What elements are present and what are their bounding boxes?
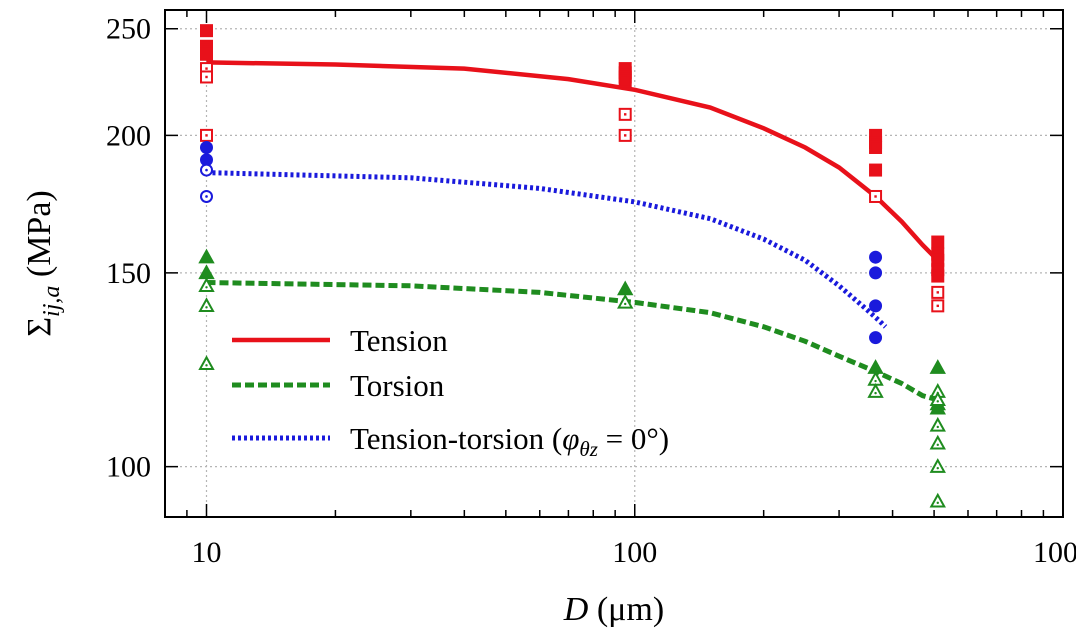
y-axis-title: Σij,a (MPa) <box>21 190 65 337</box>
data-point-triangle-open <box>198 297 215 313</box>
data-point-square-filled <box>869 163 883 177</box>
data-point-square-open-dot <box>624 134 627 137</box>
data-point-triangle-open <box>929 458 946 473</box>
data-point-circle-filled <box>200 140 214 154</box>
x-tick-label: 1000 <box>1033 536 1076 569</box>
y-tick-label: 200 <box>106 119 151 152</box>
axis-tick-labels: 10 100 1000 100 150 200 250 <box>106 13 1076 569</box>
data-point-triangle-open-dot <box>936 425 939 429</box>
data-point-triangle-open <box>929 391 946 407</box>
data-point-triangle-open <box>867 383 884 398</box>
data-point-square-filled <box>618 74 632 88</box>
data-point-square-filled <box>931 235 945 249</box>
data-point-square-open-dot <box>936 291 939 294</box>
legend-label: Tension-torsion (φθz = 0°) <box>350 421 669 461</box>
y-tick-label: 100 <box>106 451 151 484</box>
data-point-square-filled <box>200 47 214 61</box>
data-point-circle-open-dot <box>205 195 208 198</box>
data-point-circle-filled <box>869 250 883 264</box>
x-axis-title: D (μm) <box>563 591 664 628</box>
data-point-triangle-filled <box>929 359 946 374</box>
data-point-triangle-open-dot <box>205 364 208 367</box>
x-tick-label: 10 <box>192 536 222 569</box>
legend: Tension Torsion Tension-torsion (φθz = 0°) <box>232 323 669 461</box>
legend-label: Torsion <box>350 368 445 403</box>
data-point-triangle-open-dot <box>936 501 939 505</box>
series-lines <box>206 60 940 403</box>
data-point-triangle-open-dot <box>936 466 939 470</box>
data-point-triangle-open <box>929 416 946 432</box>
data-point-square-open-dot <box>936 304 939 308</box>
y-tick-label: 150 <box>106 257 151 290</box>
data-point-square-open-dot <box>205 67 208 70</box>
legend-label: Tension <box>350 323 448 358</box>
data-point-triangle-filled <box>198 248 215 264</box>
series-line-square <box>206 60 940 262</box>
data-point-circle-filled <box>869 266 883 280</box>
data-point-square-filled <box>869 140 883 154</box>
data-point-square-open-dot <box>205 134 208 137</box>
plot-frame <box>164 9 1064 518</box>
data-point-triangle-open <box>929 434 946 450</box>
data-point-triangle-filled <box>929 399 946 415</box>
data-point-circle-filled <box>869 299 883 313</box>
data-point-triangle-open-dot <box>205 286 208 289</box>
data-point-triangle-open-dot <box>624 302 627 306</box>
y-tick-label: 250 <box>106 13 151 46</box>
data-point-triangle-open-dot <box>205 306 208 309</box>
data-point-triangle-open <box>198 277 215 292</box>
data-point-circle-filled <box>869 331 883 345</box>
data-point-square-open-dot <box>205 75 208 79</box>
x-tick-label: 100 <box>612 536 657 569</box>
data-point-triangle-open <box>617 293 634 309</box>
data-point-square-open-dot <box>624 113 627 116</box>
series-points <box>198 24 946 508</box>
series-line-circle <box>206 170 888 329</box>
data-point-triangle-open-dot <box>874 391 877 395</box>
data-point-triangle-open-dot <box>874 379 877 383</box>
data-point-triangle-open-dot <box>936 400 939 403</box>
data-point-triangle-open-dot <box>936 443 939 447</box>
data-point-triangle-open <box>198 355 215 371</box>
axis-ticks <box>164 10 1063 517</box>
data-point-triangle-open <box>929 492 946 508</box>
data-point-square-open-dot <box>874 195 877 198</box>
data-point-square-filled <box>200 24 214 38</box>
data-point-circle-open-dot <box>205 168 208 172</box>
data-point-square-filled <box>931 269 945 283</box>
